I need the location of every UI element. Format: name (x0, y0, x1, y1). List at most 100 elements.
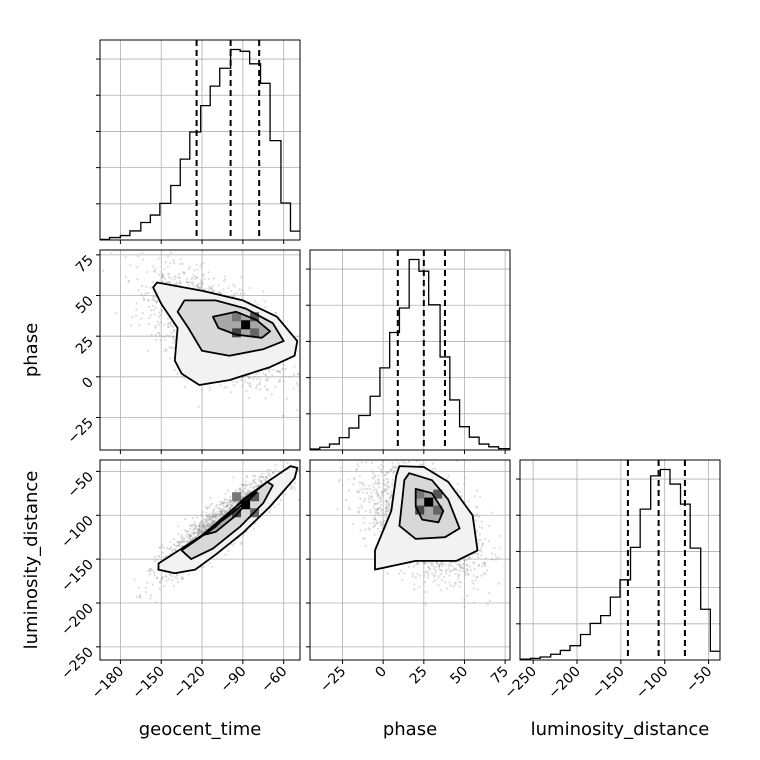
sample-point (159, 580, 162, 584)
sample-point (212, 277, 215, 280)
sample-point (244, 480, 247, 483)
sample-point (227, 504, 230, 507)
sample-point (197, 524, 201, 527)
sample-point (196, 285, 199, 288)
sample-point (193, 527, 196, 531)
sample-point (163, 268, 166, 271)
sample-point (215, 503, 219, 506)
sample-point (256, 303, 259, 306)
sample-point (150, 333, 153, 336)
sample-point (147, 322, 150, 325)
sample-point (228, 499, 232, 502)
contour-line (201, 491, 258, 537)
sample-point (215, 514, 218, 517)
density-peak-cell (250, 312, 260, 322)
sample-point (212, 508, 215, 511)
sample-point (465, 559, 468, 562)
sample-point (290, 484, 293, 487)
sample-point (151, 281, 154, 284)
sample-point (197, 528, 200, 532)
sample-point (166, 323, 169, 326)
sample-point (141, 258, 145, 261)
sample-point (148, 569, 151, 572)
panel-border (309, 249, 511, 451)
sample-point (263, 478, 266, 481)
sample-point (266, 476, 269, 479)
sample-point (224, 510, 227, 513)
sample-point (190, 525, 194, 528)
sample-point (219, 513, 223, 516)
sample-point (199, 522, 202, 525)
sample-point (206, 524, 209, 527)
sample-point (219, 510, 222, 513)
sample-point (203, 526, 206, 529)
sample-point (221, 513, 224, 516)
sample-point (208, 518, 211, 521)
sample-point (203, 517, 206, 521)
sample-point (363, 500, 366, 503)
sample-point (200, 263, 203, 266)
sample-point (197, 286, 200, 289)
sample-point (241, 489, 244, 492)
sample-point (356, 491, 359, 494)
sample-point (124, 275, 127, 278)
sample-point (219, 291, 222, 294)
sample-point (171, 335, 175, 338)
sample-point (169, 573, 172, 576)
sample-point (379, 500, 382, 503)
sample-point (180, 578, 183, 581)
sample-point (292, 457, 294, 459)
sample-point (181, 577, 184, 580)
joint-phase_vs_geocent_time (99, 221, 301, 451)
sample-point (210, 287, 213, 290)
sample-point (460, 566, 463, 570)
sample-point (155, 221, 157, 223)
sample-point (161, 543, 164, 547)
sample-point (254, 475, 257, 478)
sample-point (234, 489, 237, 492)
sample-point (240, 483, 243, 486)
sample-point (392, 465, 395, 468)
sample-point (282, 465, 285, 468)
sample-point (224, 498, 227, 501)
sample-point (138, 593, 141, 597)
sample-point (205, 516, 209, 519)
sample-point (202, 565, 205, 569)
sample-point (373, 507, 376, 510)
sample-point (246, 475, 249, 478)
sample-point (188, 534, 191, 537)
sample-point (219, 516, 222, 519)
sample-point (158, 546, 161, 549)
sample-point (181, 535, 184, 539)
sample-point (387, 503, 390, 506)
sample-point (209, 515, 212, 518)
sample-point (218, 291, 221, 294)
sample-point (377, 478, 380, 481)
sample-point (350, 438, 352, 440)
sample-point (415, 454, 417, 456)
sample-point (203, 277, 206, 280)
sample-point (429, 561, 432, 565)
sample-point (169, 324, 172, 327)
sample-point (206, 507, 209, 510)
sample-point (226, 502, 229, 505)
sample-point (276, 370, 279, 373)
sample-point (257, 478, 260, 481)
sample-point (161, 576, 165, 579)
sample-point (279, 370, 282, 373)
sample-point (178, 542, 181, 545)
sample-point (173, 275, 176, 278)
sample-point (198, 531, 201, 534)
contour-line (152, 281, 299, 386)
sample-point (198, 526, 201, 529)
sample-point (197, 530, 201, 533)
sample-point (208, 562, 212, 565)
sample-point (155, 338, 158, 341)
sample-point (374, 510, 377, 513)
sample-point (177, 544, 180, 547)
sample-point (278, 371, 281, 374)
sample-point (229, 495, 232, 498)
sample-point (162, 274, 165, 277)
sample-point (153, 560, 156, 563)
sample-point (277, 470, 280, 473)
